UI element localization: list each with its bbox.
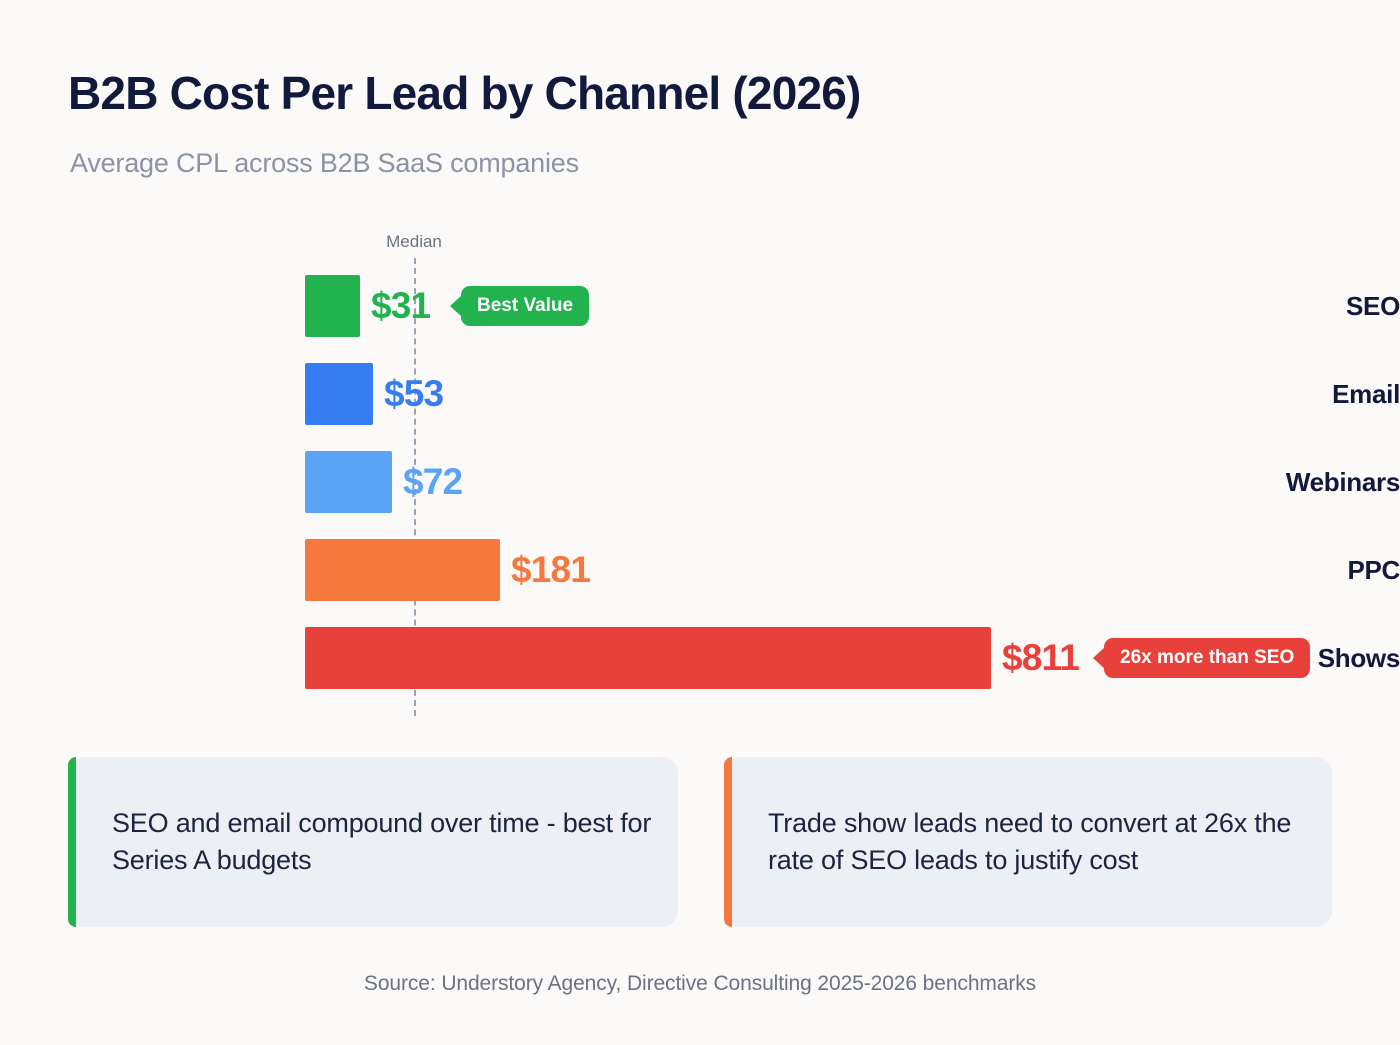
bar-category-label: PPC [1347, 555, 1400, 585]
insight-card: Trade show leads need to convert at 26x … [724, 757, 1332, 927]
bar-row: Email $53 [0, 363, 1400, 425]
insight-card-text: Trade show leads need to convert at 26x … [768, 807, 1292, 875]
bar-row: Trade Shows $811 26x more than SEO [0, 627, 1400, 689]
bar-value-label: $811 [1002, 637, 1080, 678]
badge-label: 26x more than SEO [1120, 647, 1295, 668]
bar-value-label: $72 [403, 461, 463, 502]
insight-card-text: SEO and email compound over time - best … [112, 807, 652, 875]
badge-label: Best Value [477, 295, 574, 316]
median-reference-line [414, 258, 416, 716]
bar-category-label: Email [1332, 379, 1400, 409]
bar-row: SEO $31 Best Value [0, 275, 1400, 337]
source-attribution: Source: Understory Agency, Directive Con… [363, 972, 1037, 995]
badge-pointer-icon [450, 295, 462, 317]
bar-category-label: Webinars [1285, 467, 1400, 497]
bar-ppc [305, 539, 500, 601]
bar-trade-shows [305, 627, 991, 689]
bar-category-label: SEO [1345, 291, 1400, 321]
bar-chart-plot-area: Median SEO $31 Best Value Email $53 Webinars $… [0, 232, 1400, 716]
bar-webinars [305, 451, 392, 513]
median-reference-label: Median [386, 232, 442, 251]
bar-row: Webinars $72 [0, 451, 1400, 513]
page-subtitle: Average CPL across B2B SaaS companies [70, 148, 579, 178]
bar-value-label: $53 [384, 373, 444, 414]
page-title: B2B Cost Per Lead by Channel (2026) [68, 67, 861, 119]
bar-value-label: $181 [511, 549, 591, 590]
bar-email [305, 363, 373, 425]
card-accent-bar [68, 757, 76, 927]
bar-value-label: $31 [371, 285, 431, 326]
card-accent-bar [724, 757, 732, 927]
bar-annotation-badge: Best Value [450, 286, 590, 326]
bar-row: PPC $181 [0, 539, 1400, 601]
insight-cards-container: SEO and email compound over time - best … [68, 757, 1332, 927]
badge-pointer-icon [1093, 647, 1105, 669]
bar-seo [305, 275, 360, 337]
bar-annotation-badge: 26x more than SEO [1093, 638, 1311, 678]
insight-card: SEO and email compound over time - best … [68, 757, 678, 927]
